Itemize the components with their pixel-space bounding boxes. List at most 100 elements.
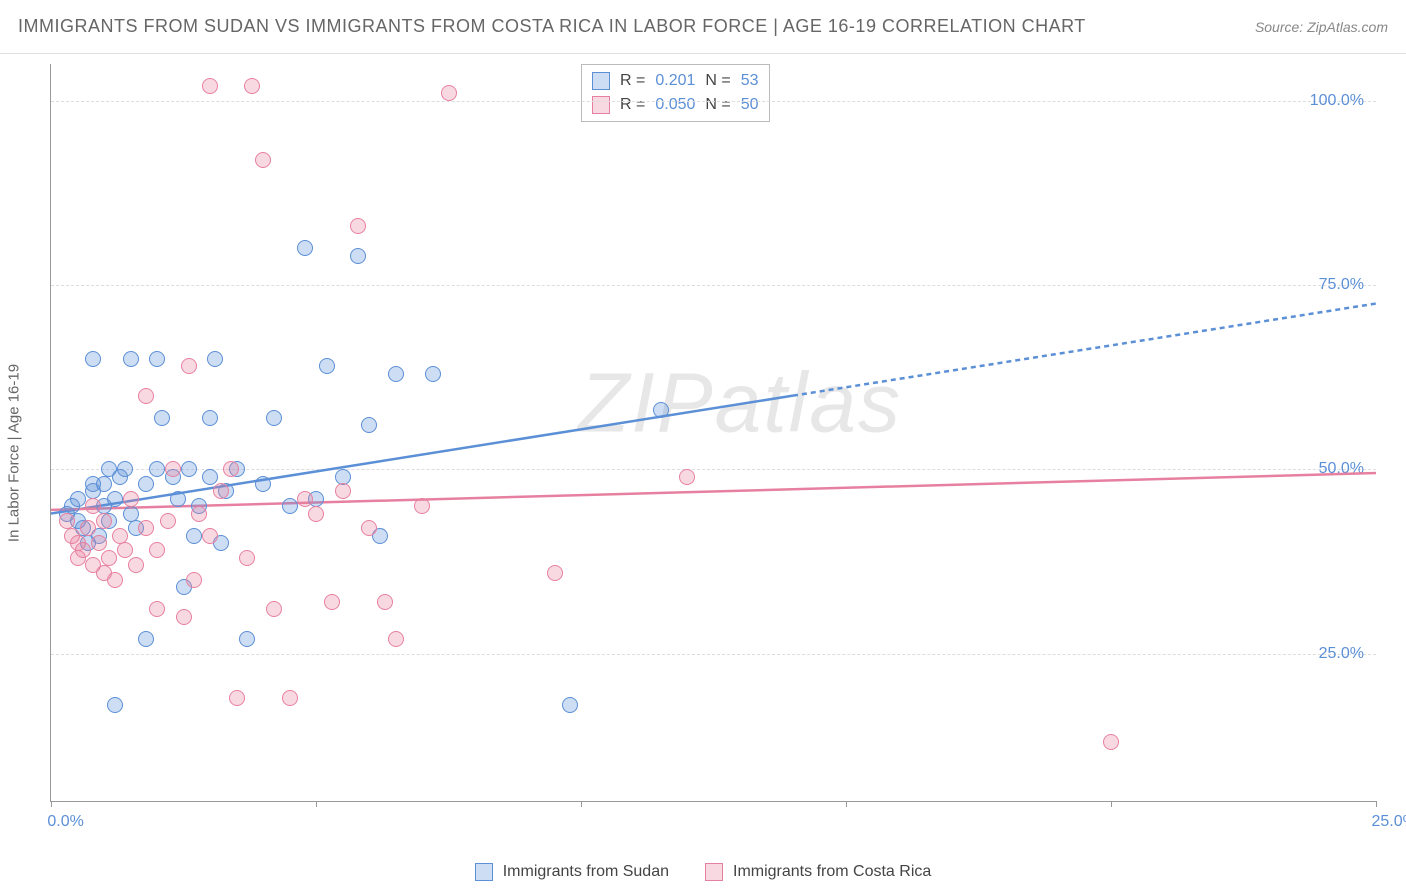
scatter-point	[107, 572, 123, 588]
scatter-point	[239, 631, 255, 647]
x-tick-mark	[1376, 801, 1377, 807]
x-tick-mark	[1111, 801, 1112, 807]
y-tick-label: 50.0%	[1319, 460, 1364, 478]
scatter-point	[96, 476, 112, 492]
chart-title: IMMIGRANTS FROM SUDAN VS IMMIGRANTS FROM…	[18, 16, 1086, 37]
r-value-sudan: 0.201	[655, 69, 695, 93]
n-label: N =	[705, 69, 730, 93]
scatter-point	[679, 469, 695, 485]
scatter-point	[176, 609, 192, 625]
scatter-point	[128, 557, 144, 573]
scatter-point	[202, 469, 218, 485]
scatter-point	[123, 491, 139, 507]
scatter-point	[138, 388, 154, 404]
scatter-point	[165, 461, 181, 477]
scatter-point	[170, 491, 186, 507]
scatter-point	[107, 491, 123, 507]
scatter-point	[85, 498, 101, 514]
n-value-sudan: 53	[741, 69, 759, 93]
plot-region: ZIPatlas R = 0.201 N = 53 R = 0.050 N = …	[50, 64, 1376, 802]
scatter-point	[266, 410, 282, 426]
x-tick-mark	[316, 801, 317, 807]
scatter-point	[282, 498, 298, 514]
scatter-point	[160, 513, 176, 529]
scatter-point	[112, 528, 128, 544]
x-tick-label: 0.0%	[47, 813, 83, 831]
scatter-point	[213, 483, 229, 499]
scatter-point	[361, 417, 377, 433]
scatter-point	[335, 483, 351, 499]
scatter-point	[117, 542, 133, 558]
x-tick-mark	[51, 801, 52, 807]
scatter-point	[149, 461, 165, 477]
scatter-point	[297, 491, 313, 507]
source-attribution: Source: ZipAtlas.com	[1255, 19, 1388, 35]
scatter-point	[138, 520, 154, 536]
scatter-point	[207, 351, 223, 367]
scatter-point	[123, 351, 139, 367]
scatter-point	[324, 594, 340, 610]
footer-legend: Immigrants from Sudan Immigrants from Co…	[0, 852, 1406, 892]
legend-label-sudan: Immigrants from Sudan	[503, 863, 669, 881]
scatter-point	[255, 476, 271, 492]
scatter-point	[319, 358, 335, 374]
y-axis-label: In Labor Force | Age 16-19	[6, 364, 23, 542]
scatter-point	[186, 528, 202, 544]
scatter-point	[244, 78, 260, 94]
swatch-icon	[592, 72, 610, 90]
y-tick-label: 100.0%	[1310, 92, 1364, 110]
n-value-costarica: 50	[741, 93, 759, 117]
scatter-point	[282, 690, 298, 706]
y-tick-label: 25.0%	[1319, 645, 1364, 663]
scatter-point	[96, 513, 112, 529]
scatter-point	[149, 542, 165, 558]
scatter-point	[350, 218, 366, 234]
scatter-point	[181, 358, 197, 374]
scatter-point	[653, 402, 669, 418]
scatter-point	[117, 461, 133, 477]
legend-row-sudan: R = 0.201 N = 53	[592, 69, 759, 93]
scatter-point	[1103, 734, 1119, 750]
swatch-icon	[705, 863, 723, 881]
scatter-point	[101, 550, 117, 566]
scatter-point	[229, 690, 245, 706]
chart-header: IMMIGRANTS FROM SUDAN VS IMMIGRANTS FROM…	[0, 0, 1406, 54]
scatter-point	[123, 506, 139, 522]
scatter-point	[388, 366, 404, 382]
x-tick-label: 25.0%	[1371, 813, 1406, 831]
scatter-point	[202, 410, 218, 426]
scatter-point	[223, 461, 239, 477]
scatter-point	[149, 351, 165, 367]
scatter-point	[75, 542, 91, 558]
gridline-h	[51, 469, 1376, 470]
n-label: N =	[705, 93, 730, 117]
scatter-point	[80, 520, 96, 536]
scatter-point	[308, 506, 324, 522]
scatter-point	[138, 476, 154, 492]
watermark-text: ZIPatlas	[578, 355, 902, 452]
legend-row-costarica: R = 0.050 N = 50	[592, 93, 759, 117]
scatter-point	[335, 469, 351, 485]
gridline-h	[51, 101, 1376, 102]
gridline-h	[51, 654, 1376, 655]
scatter-point	[149, 601, 165, 617]
scatter-point	[266, 601, 282, 617]
scatter-point	[59, 513, 75, 529]
legend-label-costarica: Immigrants from Costa Rica	[733, 863, 931, 881]
scatter-point	[85, 351, 101, 367]
r-label: R =	[620, 69, 645, 93]
x-tick-mark	[581, 801, 582, 807]
scatter-point	[441, 85, 457, 101]
chart-area: In Labor Force | Age 16-19 ZIPatlas R = …	[0, 54, 1406, 852]
scatter-point	[377, 594, 393, 610]
scatter-point	[255, 152, 271, 168]
y-tick-label: 75.0%	[1319, 276, 1364, 294]
scatter-point	[202, 78, 218, 94]
scatter-point	[202, 528, 218, 544]
scatter-point	[297, 240, 313, 256]
scatter-point	[361, 520, 377, 536]
scatter-point	[138, 631, 154, 647]
swatch-icon	[475, 863, 493, 881]
correlation-legend: R = 0.201 N = 53 R = 0.050 N = 50	[581, 64, 770, 122]
scatter-point	[239, 550, 255, 566]
